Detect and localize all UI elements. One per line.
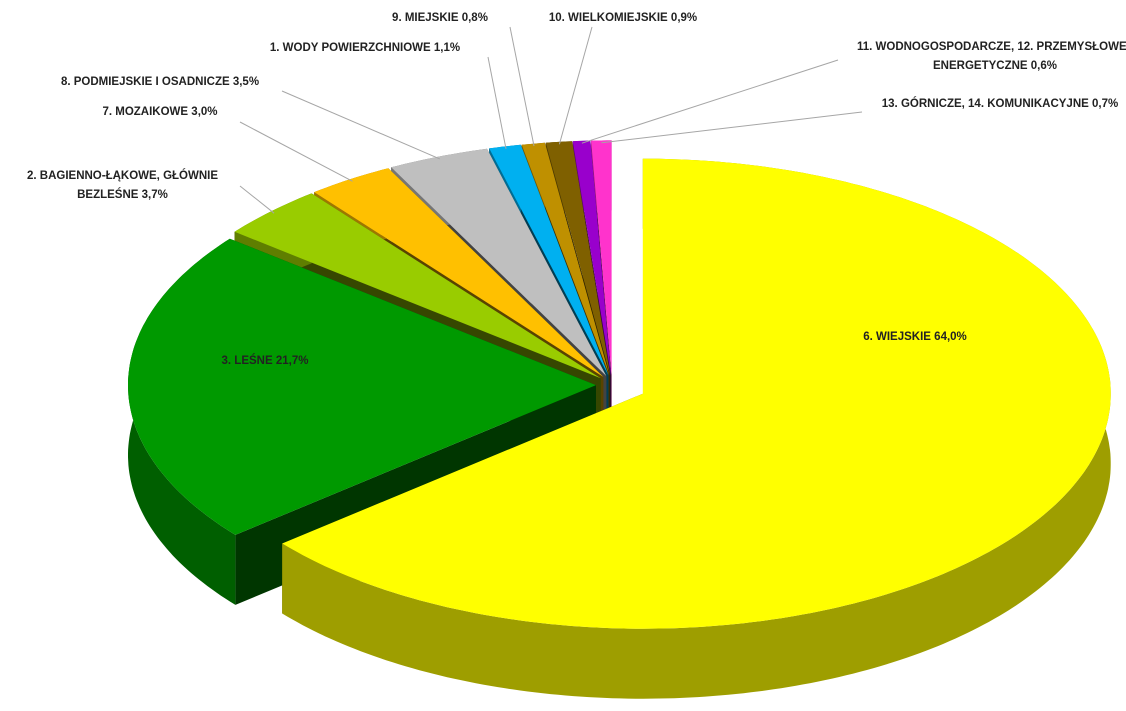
slice [128, 238, 596, 535]
leader-line [239, 185, 275, 214]
category-label: 13. GÓRNICZE, 14. KOMUNIKACYJNE [881, 98, 1089, 110]
category-label: 6. WIEJSKIE [863, 331, 931, 343]
leader-line [281, 90, 440, 160]
slice [314, 168, 604, 377]
data-label: 7. MOZAIKOWE 3,0% [80, 103, 240, 122]
value-label: 0,8% [461, 12, 488, 24]
leader-line [601, 111, 863, 144]
data-label: 10. WIELKOMIEJSKIE 0,9% [528, 9, 718, 28]
value-label: 0,7% [1092, 98, 1119, 110]
leader-line [487, 56, 507, 149]
leader-line [239, 121, 353, 182]
slice [391, 148, 607, 376]
leader-line [581, 59, 839, 144]
value-label: 3,0% [191, 106, 218, 118]
value-label: 3,7% [141, 189, 168, 201]
data-label: 11. WODNOGOSPODARCZE, 12. PRZEMYSŁOWE I … [830, 38, 1126, 76]
data-label: 13. GÓRNICZE, 14. KOMUNIKACYJNE 0,7% [855, 95, 1126, 114]
data-label: 9. MIEJSKIE 0,8% [370, 9, 510, 28]
slice [282, 158, 1111, 629]
slice [591, 140, 612, 376]
leader-line [558, 26, 593, 145]
category-label: 11. WODNOGOSPODARCZE, 12. PRZEMYSŁOWE I … [856, 41, 1126, 72]
value-label: 0,9% [670, 12, 698, 24]
slice [489, 144, 609, 376]
slice [572, 140, 611, 376]
value-label: 21,7% [275, 355, 309, 367]
data-label: 3. LEŚNE 21,7% [190, 352, 340, 371]
category-label: 3. LEŚNE [221, 355, 273, 367]
category-label: 2. BAGIENNO-ŁĄKOWE, GŁÓWNIE BEZLEŚNE [26, 170, 219, 201]
category-label: 7. MOZAIKOWE [102, 106, 189, 118]
category-label: 9. MIEJSKIE [392, 12, 459, 24]
category-label: 1. WODY POWIERZCHNIOWE [269, 42, 431, 54]
value-label: 3,5% [232, 76, 260, 88]
leader-line [509, 26, 535, 147]
slice-side [282, 158, 1111, 699]
category-label: 10. WIELKOMIEJSKIE [548, 12, 668, 24]
value-label: 0,6% [1030, 60, 1057, 72]
slice [545, 141, 611, 376]
slice [234, 193, 601, 379]
value-label: 1,1% [433, 42, 461, 54]
data-label: 6. WIEJSKIE 64,0% [835, 328, 995, 347]
data-label: 2. BAGIENNO-ŁĄKOWE, GŁÓWNIE BEZLEŚNE 3,7… [5, 167, 240, 205]
data-label: 8. PODMIEJSKIE I OSADNICZE 3,5% [40, 73, 280, 92]
data-label: 1. WODY POWIERZCHNIOWE 1,1% [240, 39, 490, 58]
category-label: 8. PODMIEJSKIE I OSADNICZE [60, 76, 230, 88]
value-label: 64,0% [934, 331, 967, 343]
slice [521, 142, 610, 376]
